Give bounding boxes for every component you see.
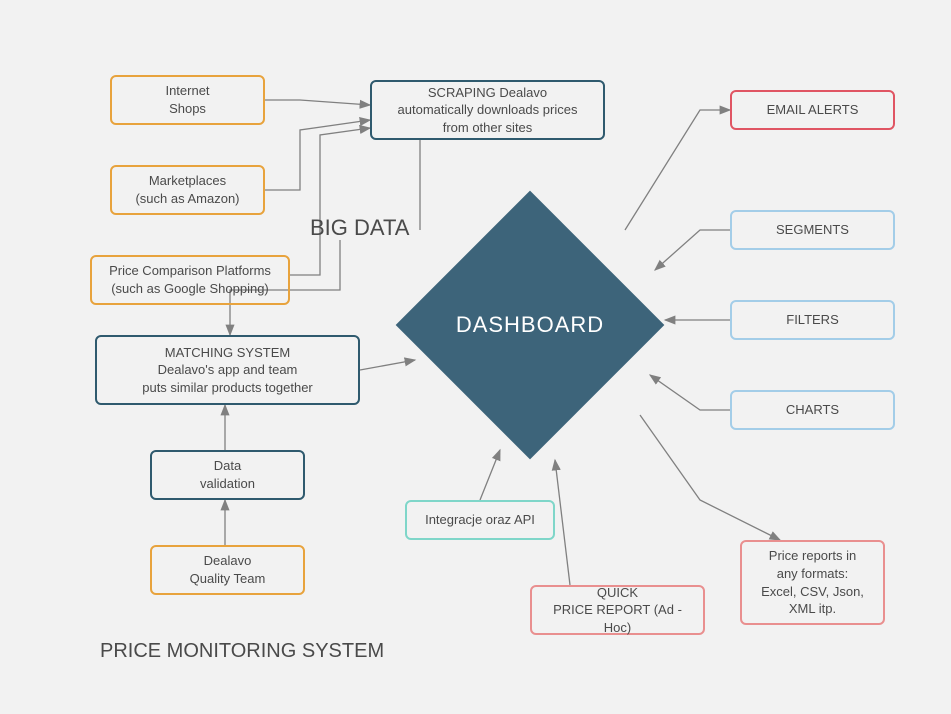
node-scraping: SCRAPING Dealavo automatically downloads… — [370, 80, 605, 140]
edge-dashboard-to-emailAlerts — [625, 110, 730, 230]
edge-dashboard-to-priceReports — [640, 415, 780, 540]
node-integrations-api: Integracje oraz API — [405, 500, 555, 540]
edge-segments-to-dashboard — [655, 230, 730, 270]
edge-internetShops-to-scraping — [265, 100, 370, 105]
edge-quickReport-to-dashboard — [555, 460, 570, 585]
edge-integrations-to-dashboard — [480, 450, 500, 500]
node-email-alerts: EMAIL ALERTS — [730, 90, 895, 130]
node-segments: SEGMENTS — [730, 210, 895, 250]
node-marketplaces: Marketplaces (such as Amazon) — [110, 165, 265, 215]
node-quick-price-report: QUICK PRICE REPORT (Ad - Hoc) — [530, 585, 705, 635]
node-data-validation: Data validation — [150, 450, 305, 500]
edge-marketplaces-to-scraping — [265, 120, 370, 190]
node-filters: FILTERS — [730, 300, 895, 340]
node-price-comparison-platforms: Price Comparison Platforms (such as Goog… — [90, 255, 290, 305]
label-big-data: BIG DATA — [310, 215, 409, 241]
edge-charts-to-dashboard — [650, 375, 730, 410]
node-charts: CHARTS — [730, 390, 895, 430]
node-quality-team: Dealavo Quality Team — [150, 545, 305, 595]
edge-pcp-to-scraping — [290, 128, 370, 275]
label-price-monitoring-system: PRICE MONITORING SYSTEM — [100, 640, 384, 663]
dashboard-label: DASHBOARD — [456, 312, 604, 338]
node-internet-shops: Internet Shops — [110, 75, 265, 125]
node-price-reports: Price reports in any formats: Excel, CSV… — [740, 540, 885, 625]
node-matching-system: MATCHING SYSTEM Dealavo's app and team p… — [95, 335, 360, 405]
diagram-canvas: DASHBOARD Internet Shops Marketplaces (s… — [0, 0, 951, 714]
edge-matching-to-dashboard — [360, 360, 415, 370]
